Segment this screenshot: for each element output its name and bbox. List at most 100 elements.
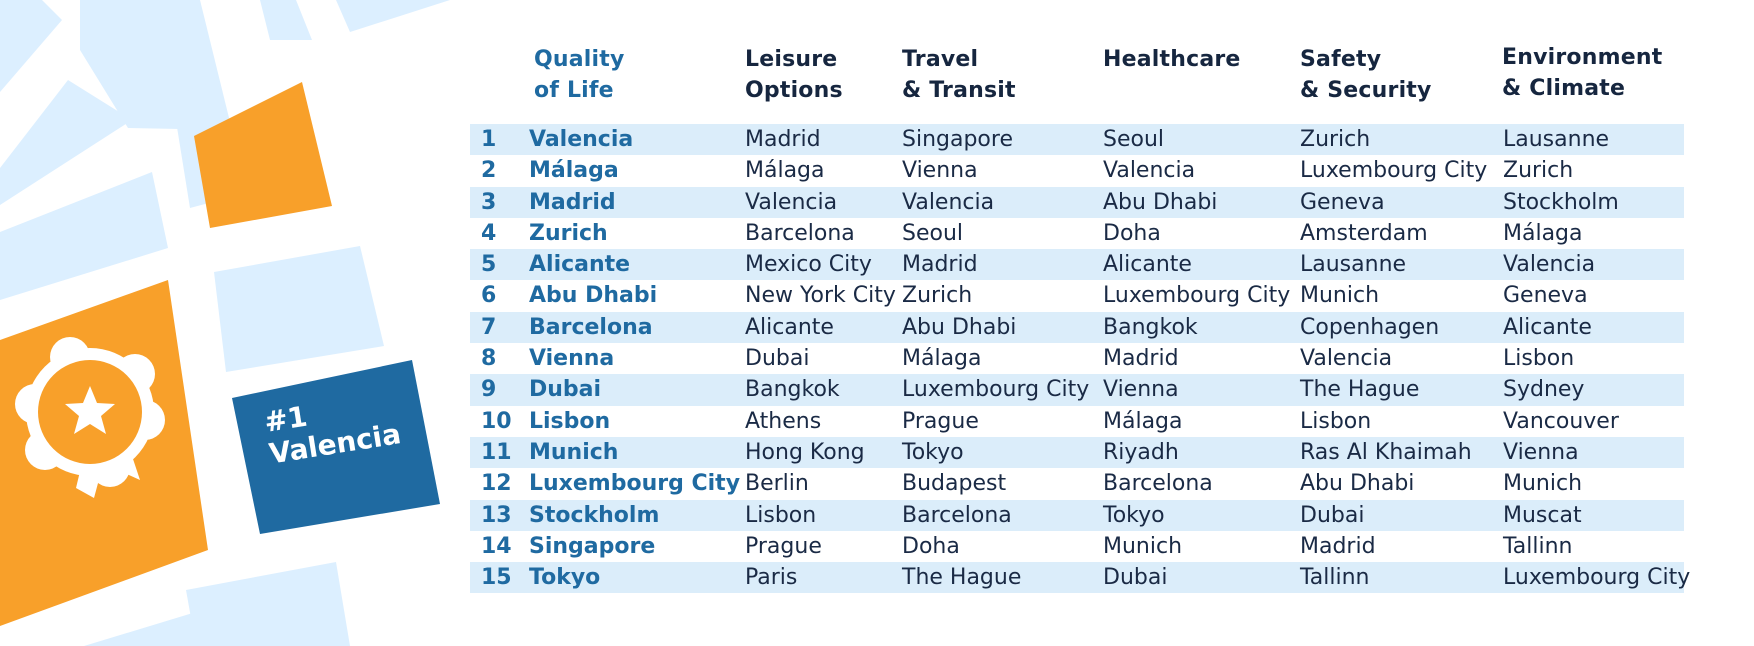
- healthcare-cell: Riyadh: [1103, 439, 1179, 465]
- safety-cell: Dubai: [1300, 502, 1365, 528]
- safety-cell: The Hague: [1300, 377, 1420, 403]
- environment-cell: Lisbon: [1503, 346, 1575, 372]
- travel-cell: Zurich: [902, 283, 973, 309]
- travel-cell: Madrid: [902, 252, 978, 278]
- safety-cell: Lausanne: [1300, 252, 1407, 278]
- leisure-cell: Prague: [745, 533, 822, 559]
- travel-cell: Vienna: [902, 158, 978, 184]
- leisure-cell: New York City: [745, 283, 896, 309]
- environment-cell: Málaga: [1503, 220, 1583, 246]
- rank-cell: 1: [481, 127, 497, 152]
- environment-cell: Vancouver: [1503, 408, 1619, 434]
- travel-cell: Málaga: [902, 346, 982, 372]
- ranking-badge: [232, 360, 440, 534]
- rank-cell: 2: [481, 158, 497, 184]
- healthcare-cell: Madrid: [1103, 346, 1179, 372]
- environment-cell: Muscat: [1503, 502, 1582, 528]
- rank-cell: 8: [481, 346, 497, 372]
- healthcare-cell: Alicante: [1103, 252, 1192, 278]
- quality-of-life-cell: Stockholm: [529, 502, 660, 528]
- rank-cell: 15: [481, 565, 512, 591]
- travel-cell: Barcelona: [902, 502, 1012, 528]
- table-row: 1 Valencia Madrid Singapore Seoul Zurich…: [470, 124, 1684, 156]
- healthcare-cell: Luxembourg City: [1103, 283, 1291, 309]
- rank-cell: 3: [481, 189, 497, 215]
- quality-of-life-cell: Abu Dhabi: [529, 283, 658, 309]
- table-row: 9 Dubai Bangkok Luxembourg City Vienna T…: [470, 374, 1684, 406]
- environment-cell: Luxembourg City: [1503, 565, 1691, 591]
- environment-cell: Tallinn: [1503, 533, 1573, 559]
- table-row: 6 Abu Dhabi New York City Zurich Luxembo…: [470, 280, 1684, 311]
- quality-of-life-cell: Dubai: [529, 377, 602, 403]
- table-row: 11 Munich Hong Kong Tokyo Riyadh Ras Al …: [470, 436, 1684, 469]
- leisure-cell: Mexico City: [745, 252, 872, 278]
- environment-cell: Valencia: [1503, 252, 1596, 278]
- safety-cell: Copenhagen: [1300, 314, 1440, 340]
- healthcare-cell: Valencia: [1103, 158, 1196, 184]
- environment-cell: Vienna: [1503, 439, 1579, 465]
- safety-cell: Madrid: [1300, 533, 1376, 559]
- table-row: 15 Tokyo Paris The Hague Dubai Tallinn L…: [470, 562, 1690, 594]
- safety-cell: Luxembourg City: [1300, 158, 1488, 184]
- environment-cell: Sydney: [1503, 377, 1585, 403]
- table-row: 3 Madrid Valencia Valencia Abu Dhabi Gen…: [470, 186, 1684, 218]
- rank-cell: 11: [481, 439, 512, 465]
- header-safety-security: Safety & Security: [1300, 47, 1432, 103]
- leisure-cell: Hong Kong: [745, 439, 865, 465]
- table-row: 12 Luxembourg City Berlin Budapest Barce…: [470, 468, 1684, 499]
- travel-cell: Seoul: [902, 220, 964, 246]
- environment-cell: Geneva: [1503, 283, 1588, 309]
- map-illustration: #1 Valencia: [0, 0, 450, 646]
- quality-of-life-cell: Tokyo: [529, 565, 601, 591]
- rank-cell: 10: [481, 408, 512, 434]
- quality-of-life-cell: Alicante: [529, 252, 631, 278]
- quality-of-life-cell: Zurich: [529, 220, 608, 246]
- safety-cell: Zurich: [1300, 127, 1371, 152]
- healthcare-cell: Vienna: [1103, 377, 1179, 403]
- rank-cell: 5: [481, 252, 497, 278]
- travel-cell: Tokyo: [902, 439, 964, 465]
- table-row: 14 Singapore Prague Doha Munich Madrid T…: [470, 531, 1684, 562]
- healthcare-cell: Málaga: [1103, 408, 1183, 434]
- header-healthcare: Healthcare: [1103, 47, 1241, 72]
- travel-cell: Luxembourg City: [902, 377, 1090, 403]
- safety-cell: Amsterdam: [1300, 220, 1428, 246]
- environment-cell: Lausanne: [1503, 127, 1610, 152]
- table-row: 13 Stockholm Lisbon Barcelona Tokyo Duba…: [470, 499, 1684, 531]
- healthcare-cell: Abu Dhabi: [1103, 189, 1218, 215]
- quality-of-life-cell: Málaga: [529, 158, 619, 184]
- header-leisure-options: Leisure Options: [745, 47, 843, 103]
- safety-cell: Lisbon: [1300, 408, 1372, 434]
- leisure-cell: Barcelona: [745, 220, 855, 246]
- healthcare-cell: Dubai: [1103, 565, 1168, 591]
- leisure-cell: Lisbon: [745, 502, 817, 528]
- rank-cell: 12: [481, 471, 512, 497]
- healthcare-cell: Munich: [1103, 533, 1183, 559]
- travel-cell: The Hague: [902, 565, 1022, 591]
- healthcare-cell: Seoul: [1103, 127, 1165, 152]
- header-quality-of-life: Quality of Life: [534, 47, 625, 103]
- star-icon: [65, 386, 115, 434]
- quality-of-life-cell: Singapore: [529, 533, 656, 559]
- travel-cell: Valencia: [902, 189, 995, 215]
- quality-of-life-cell: Madrid: [529, 189, 616, 215]
- travel-cell: Abu Dhabi: [902, 314, 1017, 340]
- leisure-cell: Madrid: [745, 127, 821, 152]
- travel-cell: Budapest: [902, 471, 1007, 497]
- orange-block-top: [194, 82, 332, 228]
- leisure-cell: Berlin: [745, 471, 809, 497]
- table-row: 8 Vienna Dubai Málaga Madrid Valencia Li…: [470, 343, 1684, 374]
- rank-cell: 14: [481, 533, 512, 559]
- travel-cell: Prague: [902, 408, 979, 434]
- safety-cell: Tallinn: [1300, 565, 1370, 591]
- quality-of-life-cell: Barcelona: [529, 314, 653, 340]
- rank-cell: 4: [481, 220, 497, 246]
- healthcare-cell: Tokyo: [1103, 502, 1165, 528]
- rank-cell: 9: [481, 377, 497, 403]
- header-travel-transit: Travel & Transit: [902, 47, 1016, 103]
- header-environment-climate: Environment & Climate: [1502, 45, 1663, 101]
- leisure-cell: Athens: [745, 408, 822, 434]
- table-row: 5 Alicante Mexico City Madrid Alicante L…: [470, 249, 1684, 281]
- quality-of-life-cell: Luxembourg City: [529, 471, 741, 497]
- travel-cell: Doha: [902, 533, 960, 559]
